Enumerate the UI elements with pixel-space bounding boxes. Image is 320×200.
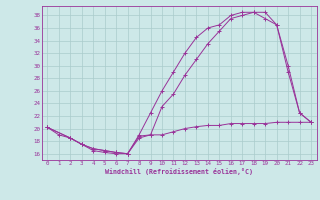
X-axis label: Windchill (Refroidissement éolien,°C): Windchill (Refroidissement éolien,°C) [105, 168, 253, 175]
